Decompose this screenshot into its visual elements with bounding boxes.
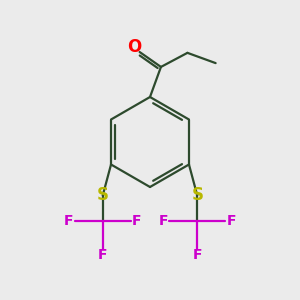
- Text: F: F: [226, 214, 236, 228]
- Text: F: F: [158, 214, 168, 228]
- Text: F: F: [193, 248, 202, 262]
- Text: F: F: [132, 214, 142, 228]
- Text: F: F: [98, 248, 107, 262]
- Text: O: O: [128, 38, 142, 56]
- Text: F: F: [64, 214, 74, 228]
- Text: S: S: [97, 186, 109, 204]
- Text: S: S: [191, 186, 203, 204]
